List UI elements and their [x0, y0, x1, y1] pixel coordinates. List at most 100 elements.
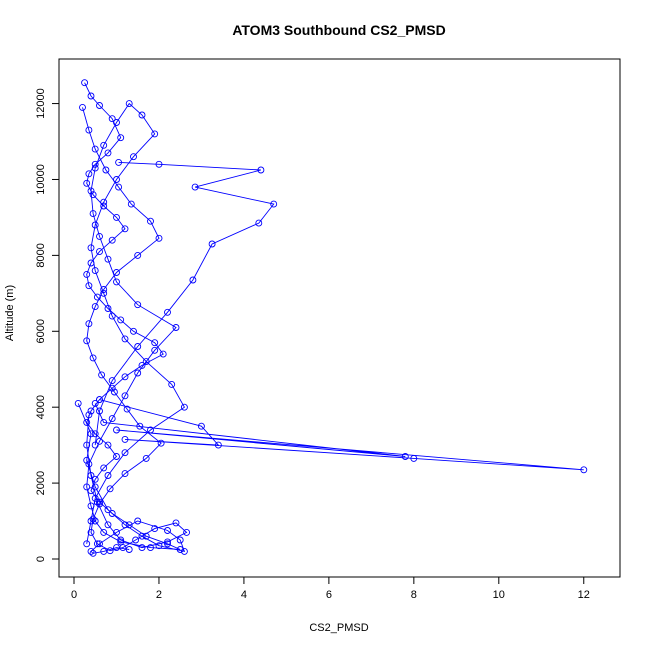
- data-point: [117, 536, 125, 544]
- data-point: [100, 141, 108, 149]
- data-point: [104, 255, 112, 263]
- data-point: [100, 198, 108, 206]
- data-point: [102, 166, 110, 174]
- data-point: [168, 380, 176, 388]
- data-point: [113, 453, 120, 460]
- data-point: [104, 472, 112, 479]
- data-point: [87, 517, 95, 525]
- data-point: [155, 160, 163, 168]
- data-point: [108, 312, 116, 320]
- data-point: [91, 399, 99, 407]
- data-point: [176, 536, 184, 544]
- data-point: [113, 176, 120, 183]
- data-point: [125, 521, 133, 529]
- data-point: [100, 286, 108, 293]
- data-point: [151, 525, 159, 533]
- y-tick-label: 6000: [35, 319, 47, 343]
- plot-frame: [58, 58, 621, 578]
- data-point: [121, 521, 129, 529]
- data-point: [164, 538, 171, 546]
- y-axis: 0 2000 4000 6000 8000 10000 12000: [35, 88, 60, 562]
- data-point: [87, 244, 95, 252]
- data-point: [127, 200, 135, 208]
- data-point: [257, 166, 265, 174]
- data-point: [132, 536, 140, 544]
- data-point: [89, 354, 97, 362]
- data-point: [270, 200, 278, 208]
- data-point: [91, 160, 99, 168]
- data-point: [113, 278, 120, 286]
- data-point: [130, 153, 137, 161]
- data-point: [121, 435, 129, 443]
- data-point: [172, 519, 180, 527]
- data-point: [85, 126, 93, 134]
- data-point: [104, 521, 112, 529]
- data-point: [134, 369, 142, 377]
- data-point: [151, 339, 159, 347]
- data-point: [91, 221, 99, 229]
- data-point: [87, 472, 95, 479]
- data-point: [113, 544, 120, 552]
- data-point: [108, 510, 116, 517]
- data-point: [81, 79, 89, 87]
- data-point: [87, 92, 95, 100]
- y-tick-label: 2000: [35, 471, 47, 495]
- data-point: [87, 502, 95, 510]
- data-point: [106, 485, 114, 493]
- data-point: [104, 506, 112, 514]
- data-point: [98, 371, 106, 379]
- data-point: [87, 528, 95, 536]
- data-point: [91, 164, 99, 172]
- x-axis-label: CS2_PMSD: [309, 622, 368, 634]
- data-point: [83, 179, 91, 187]
- data-point: [401, 453, 409, 460]
- data-point: [189, 276, 197, 284]
- data-point: [136, 422, 144, 430]
- data-point: [83, 337, 91, 345]
- data-point: [180, 547, 188, 555]
- data-point: [93, 293, 101, 301]
- data-point: [108, 377, 116, 385]
- series-points: [74, 79, 588, 557]
- data-point: [93, 540, 101, 548]
- data-point: [91, 517, 99, 525]
- data-point: [91, 267, 99, 275]
- data-point: [125, 546, 133, 553]
- data-point: [89, 549, 97, 557]
- data-point: [113, 528, 120, 536]
- data-point: [147, 426, 154, 434]
- data-point: [155, 234, 163, 242]
- data-point: [87, 407, 95, 415]
- data-point: [121, 392, 129, 400]
- data-point: [138, 361, 146, 369]
- data-point: [96, 500, 103, 508]
- series-line-2: [82, 107, 188, 552]
- data-point: [91, 494, 99, 502]
- data-point: [134, 517, 142, 525]
- data-point: [121, 449, 129, 457]
- data-point: [87, 187, 95, 195]
- data-point: [115, 183, 123, 191]
- data-point: [117, 134, 125, 142]
- data-point: [113, 426, 120, 434]
- data-point: [214, 441, 222, 449]
- x-tick-label: 4: [241, 589, 247, 601]
- data-point: [91, 483, 99, 491]
- data-point: [157, 439, 165, 447]
- data-point: [100, 464, 108, 472]
- data-point: [83, 270, 91, 278]
- data-point: [91, 441, 99, 449]
- data-point: [142, 454, 150, 462]
- data-point: [134, 343, 142, 350]
- data-point: [142, 358, 150, 366]
- data-point: [87, 430, 95, 438]
- data-point: [121, 470, 129, 478]
- data-point: [410, 454, 418, 462]
- data-point: [85, 411, 93, 419]
- data-point: [96, 102, 103, 109]
- data-point: [106, 547, 114, 555]
- series-lines: [77, 82, 584, 554]
- data-point: [83, 483, 91, 491]
- y-tick-label: 10000: [35, 164, 47, 195]
